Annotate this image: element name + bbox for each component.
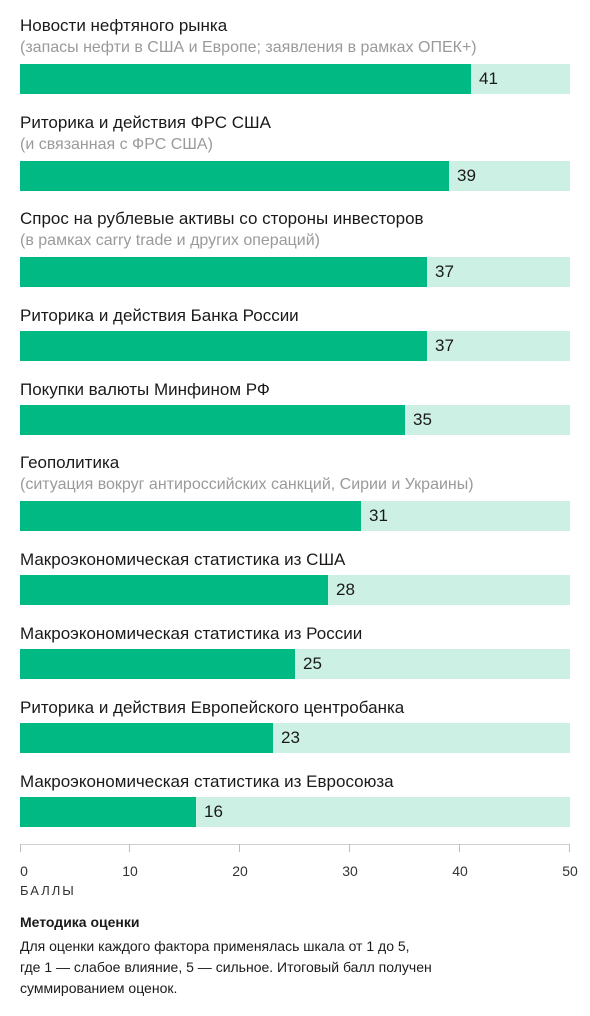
category-label: Риторика и действия ФРС США [20, 113, 271, 132]
bar [20, 257, 427, 287]
bar-value-label: 23 [281, 728, 300, 747]
category-label: Макроэкономическая статистика из России [20, 624, 363, 643]
category-label: Покупки валюты Минфином РФ [20, 380, 270, 399]
bar [20, 723, 273, 753]
bar-value-label: 37 [435, 262, 454, 281]
x-axis-tick [20, 844, 21, 852]
bar-chart: Новости нефтяного рынка (запасы нефти в С… [20, 16, 578, 879]
x-tick-label: 40 [452, 863, 468, 879]
bar [20, 405, 405, 435]
x-tick-label: 50 [562, 863, 578, 879]
x-axis-tick [459, 844, 460, 852]
x-axis-tick [239, 844, 240, 852]
category-label: Макроэкономическая статистика из США [20, 550, 346, 569]
category-label: Геополитика [20, 453, 120, 472]
bar [20, 161, 449, 191]
category-label: Новости нефтяного рынка [20, 16, 228, 35]
bar-value-label: 28 [336, 580, 355, 599]
methodology-line-2: где 1 — слабое влияние, 5 — сильное. Ито… [20, 959, 432, 975]
x-tick-label: 10 [122, 863, 138, 879]
x-axis-title: БАЛЛЫ [20, 883, 76, 898]
x-axis-tick [349, 844, 350, 852]
x-tick-label: 30 [342, 863, 358, 879]
x-tick-label: 0 [20, 863, 28, 879]
methodology-title: Методика оценки [20, 914, 140, 930]
bar-value-label: 25 [303, 654, 322, 673]
x-tick-label: 20 [232, 863, 248, 879]
category-label: Спрос на рублевые активы со стороны инве… [20, 209, 424, 228]
bar-value-label: 37 [435, 336, 454, 355]
bar [20, 501, 361, 531]
bar-value-label: 41 [479, 69, 498, 88]
bar [20, 649, 295, 679]
bar-value-label: 31 [369, 506, 388, 525]
methodology-line-3: суммированием оценок. [20, 980, 178, 996]
category-note: (в рамках carry trade и других операций) [20, 232, 320, 249]
x-axis-tick [129, 844, 130, 852]
category-note: (ситуация вокруг антироссийских санкций,… [20, 476, 474, 493]
bar-value-label: 16 [204, 802, 223, 821]
category-note: (и связанная с ФРС США) [20, 136, 213, 153]
bar [20, 797, 196, 827]
methodology-line-1: Для оценки каждого фактора применялась ш… [20, 938, 410, 954]
x-axis-tick [569, 844, 570, 852]
bar [20, 64, 471, 94]
x-axis-line [20, 844, 570, 845]
bar [20, 331, 427, 361]
bar [20, 575, 328, 605]
category-note: (запасы нефти в США и Европе; заявления … [20, 39, 477, 56]
bar-value-label: 35 [413, 410, 432, 429]
bar-value-label: 39 [457, 166, 476, 185]
category-label: Риторика и действия Банка России [20, 306, 299, 325]
category-label: Риторика и действия Европейского центроб… [20, 698, 405, 717]
category-label: Макроэкономическая статистика из Евросою… [20, 772, 394, 791]
